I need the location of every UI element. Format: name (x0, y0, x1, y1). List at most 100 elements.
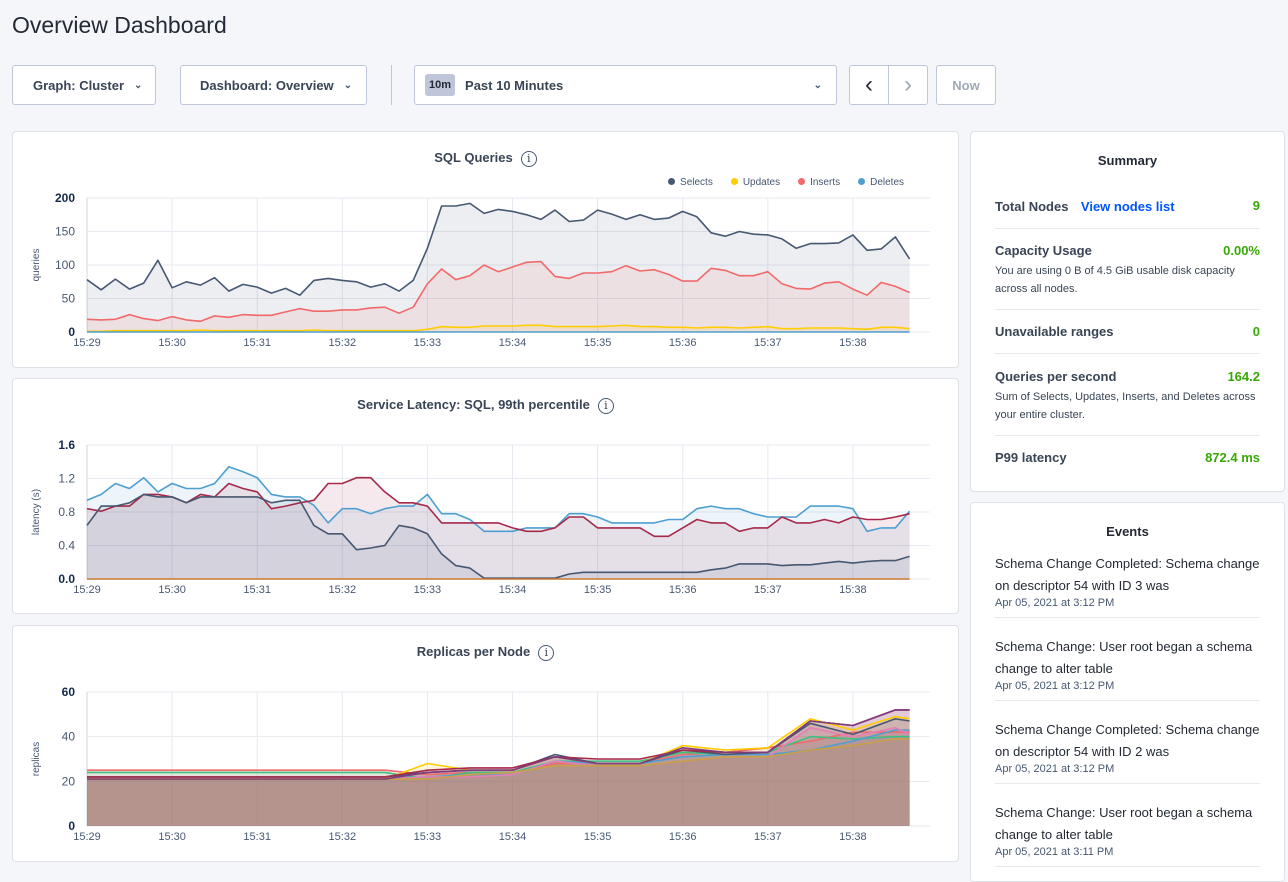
summary-unavailable: Unavailable ranges 0 (995, 324, 1260, 354)
event-item[interactable]: Schema Change: User root began a schema … (995, 636, 1260, 701)
y-tick-label: 1.6 (58, 438, 75, 452)
toolbar-divider (391, 65, 392, 105)
chart-plot[interactable]: 15:29 15:30 15:31 15:32 15:33 15:34 15:35 15:36… (13, 626, 960, 863)
now-button[interactable]: Now (936, 65, 996, 105)
legend-label: Updates (742, 177, 781, 188)
legend-item[interactable]: Deletes (858, 177, 904, 188)
series-area-1 (87, 325, 910, 332)
legend-label: Inserts (810, 177, 841, 188)
total-nodes-label: Total Nodes (995, 199, 1069, 214)
x-tick-label: 15:36 (669, 584, 697, 596)
series-area-4 (87, 738, 910, 826)
dashboard-selector[interactable]: Dashboard: Overview ⌄ (180, 65, 367, 105)
y-tick-label: 20 (62, 774, 76, 788)
time-range-selector[interactable]: 10m Past 10 Minutes ⌄ (414, 65, 837, 105)
series-line-updates (87, 324, 910, 333)
capacity-label: Capacity Usage (995, 243, 1092, 258)
time-range-label: Past 10 Minutes (465, 77, 564, 93)
y-tick-label: 0.0 (58, 572, 75, 586)
chart-title: Replicas per Node (416, 644, 531, 659)
capacity-desc: You are using 0 B of 4.5 GiB usable disk… (995, 265, 1235, 295)
series-line-selects (86, 202, 911, 296)
events-panel: Events Schema Change Completed: Schema c… (970, 502, 1285, 882)
summary-capacity: Capacity Usage 0.00% You are using 0 B of … (995, 243, 1260, 310)
y-tick-label: 40 (62, 730, 76, 744)
summary-total-nodes: Total Nodes View nodes list 9 (995, 198, 1260, 229)
x-tick-label: 15:29 (73, 584, 101, 596)
chart-plot[interactable]: 15:29 15:30 15:31 15:32 15:33 15:34 15:35 15:36… (13, 379, 960, 615)
event-text: Schema Change Completed: Schema change o… (995, 556, 1260, 593)
legend-item[interactable]: Inserts (798, 177, 840, 188)
chart-legend: Selects Updates Inserts Deletes (668, 177, 904, 188)
x-tick-label: 15:31 (243, 584, 271, 596)
x-tick-label: 15:34 (499, 831, 527, 843)
graph-selector[interactable]: Graph: Cluster ⌄ (12, 65, 156, 105)
series-line-0 (86, 466, 911, 533)
view-nodes-link[interactable]: View nodes list (1080, 199, 1175, 214)
summary-title: Summary (1097, 153, 1158, 168)
p99-value: 872.4 ms (1205, 450, 1260, 465)
y-tick-label: 60 (62, 685, 76, 699)
qps-value: 164.2 (1227, 369, 1260, 384)
x-tick-label: 15:29 (73, 337, 101, 349)
events-title: Events (1106, 524, 1149, 539)
y-tick-label: 50 (62, 292, 76, 306)
next-range-button[interactable]: › (888, 65, 928, 105)
sql-queries-chart: SQL Queries i Selects Updates Inserts Del… (12, 131, 959, 368)
replicas-per-node-chart: Replicas per Node i 15:29 15:30 15:31 15:32 1… (12, 625, 959, 862)
unavailable-value: 0 (1252, 324, 1260, 339)
qps-desc: Sum of Selects, Updates, Inserts, and De… (995, 391, 1256, 421)
chevron-down-icon: ⌄ (134, 79, 143, 91)
y-tick-label: 0.4 (58, 539, 75, 553)
x-tick-label: 15:36 (669, 831, 697, 843)
legend-dot (798, 178, 806, 185)
event-date: Apr 05, 2021 at 3:12 PM (995, 680, 1115, 692)
x-tick-label: 15:33 (414, 337, 442, 349)
dashboard-selector-label: Dashboard: Overview (200, 77, 334, 93)
legend-dot (668, 178, 676, 185)
series-area-2 (87, 494, 910, 579)
x-tick-label: 15:34 (499, 584, 527, 596)
x-tick-label: 15:35 (584, 337, 612, 349)
summary-qps: Queries per second 164.2 Sum of Selects, U… (995, 369, 1260, 436)
chart-plot[interactable]: 15:29 15:30 15:31 15:32 15:33 15:34 15:35 15:36… (13, 132, 960, 369)
service-latency-chart: Service Latency: SQL, 99th percentile i 1… (12, 378, 959, 614)
event-item[interactable]: Schema Change Completed: Schema change o… (995, 719, 1260, 784)
info-icon[interactable]: i (538, 644, 555, 661)
y-axis-label: replicas (31, 742, 42, 776)
legend-item[interactable]: Selects (668, 177, 713, 188)
x-tick-label: 15:34 (499, 337, 527, 349)
y-axis-label: latency (s) (31, 489, 42, 535)
x-tick-label: 15:33 (414, 831, 442, 843)
x-tick-label: 15:37 (754, 337, 782, 349)
info-icon[interactable]: i (520, 150, 537, 167)
x-tick-label: 15:32 (329, 584, 357, 596)
x-tick-label: 15:38 (839, 337, 867, 349)
x-tick-label: 15:31 (243, 337, 271, 349)
chart-title: Service Latency: SQL, 99th percentile (357, 397, 590, 412)
unavailable-label: Unavailable ranges (995, 324, 1114, 339)
previous-range-button[interactable]: ‹ (849, 65, 889, 105)
info-icon[interactable]: i (597, 397, 614, 414)
event-item[interactable]: Schema Change: User root began a schema … (995, 802, 1260, 867)
event-text: Schema Change: User root began a schema … (995, 639, 1253, 676)
x-tick-label: 15:31 (243, 831, 271, 843)
series-line-1 (86, 476, 910, 538)
event-date: Apr 05, 2021 at 3:12 PM (995, 597, 1115, 609)
x-tick-label: 15:37 (754, 831, 782, 843)
series-line-inserts (86, 260, 910, 323)
event-text: Schema Change Completed: Schema change o… (995, 722, 1260, 759)
y-tick-label: 1.2 (58, 472, 75, 486)
legend-item[interactable]: Updates (730, 177, 781, 188)
x-tick-label: 15:33 (414, 584, 442, 596)
graph-selector-label: Graph: Cluster (33, 77, 125, 93)
x-tick-label: 15:30 (158, 337, 186, 349)
series-area-3 (87, 727, 910, 826)
x-tick-label: 15:35 (584, 584, 612, 596)
y-tick-label: 0.8 (58, 505, 75, 519)
event-item[interactable]: Schema Change Completed: Schema change o… (995, 553, 1260, 618)
y-tick-label: 100 (55, 258, 75, 272)
legend-dot (858, 178, 866, 185)
event-date: Apr 05, 2021 at 3:11 PM (995, 846, 1114, 858)
x-tick-label: 15:38 (839, 584, 867, 596)
